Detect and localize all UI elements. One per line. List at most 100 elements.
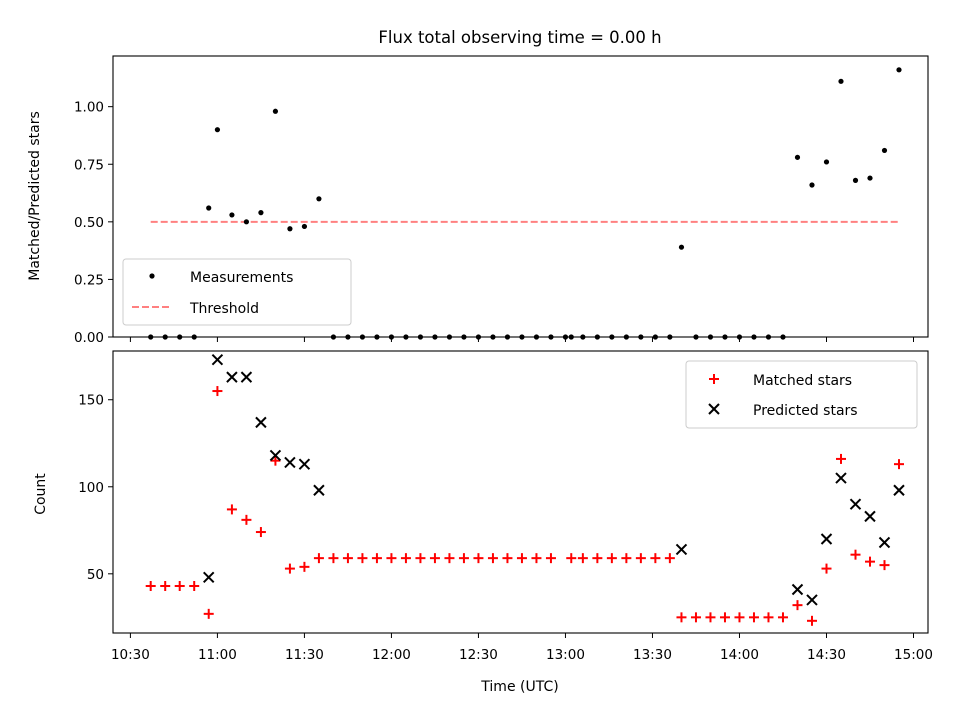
measurement-point	[809, 182, 815, 188]
matched-star-point	[850, 549, 861, 560]
predicted-star-point	[269, 449, 282, 462]
bottom-plot-frame	[112, 350, 929, 634]
measurement-point	[243, 219, 250, 225]
predicted-star-point	[893, 484, 905, 496]
predicted-star-point	[878, 536, 891, 549]
bottom-x-tick-label: 11:00	[198, 647, 237, 663]
bottom-x-tick-label: 13:30	[633, 647, 672, 663]
measurement-point	[316, 196, 322, 202]
predicted-star-point	[240, 371, 253, 383]
matched-star-point	[690, 612, 701, 623]
matched-star-point	[160, 581, 171, 591]
matched-star-point	[328, 553, 339, 564]
legend-threshold-label: Threshold	[189, 301, 259, 317]
legend-predicted-marker	[708, 403, 720, 415]
matched-star-point	[255, 527, 266, 538]
matched-star-point	[212, 386, 223, 397]
predicted-star-point	[820, 533, 833, 545]
matched-star-point	[357, 553, 368, 564]
predicted-star-point	[791, 583, 804, 596]
matched-star-point	[226, 504, 237, 515]
predicted-star-point	[226, 371, 238, 383]
matched-star-point	[763, 612, 774, 623]
measurement-point	[301, 223, 308, 230]
measurement-point	[867, 175, 873, 181]
matched-star-point	[386, 553, 397, 564]
matched-star-point	[864, 556, 875, 567]
matched-star-point	[145, 581, 156, 591]
measurement-point	[287, 226, 293, 232]
matched-star-point	[705, 612, 716, 623]
predicted-star-point	[211, 353, 224, 366]
legend-measurements-label: Measurements	[190, 270, 293, 286]
measurement-point	[838, 78, 844, 84]
legend-measurements-marker	[149, 273, 155, 279]
bottom-y-tick-label: 150	[78, 393, 104, 409]
bottom-x-tick-label: 14:00	[720, 647, 759, 663]
bottom-legend-box	[685, 360, 918, 429]
predicted-star-point	[849, 498, 862, 510]
predicted-star-point	[255, 416, 267, 429]
legend-matched-label: Matched stars	[753, 373, 852, 389]
matched-star-point	[444, 553, 455, 564]
measurement-point	[678, 244, 685, 250]
bottom-y-axis-label: Count	[33, 473, 49, 515]
matched-star-point	[566, 553, 577, 564]
bottom-x-tick-label: 12:00	[372, 647, 411, 663]
top-y-axis-label: Matched/Predicted stars	[27, 111, 43, 281]
chart-title: Flux total observing time = 0.00 h	[378, 28, 661, 47]
measurement-point	[896, 67, 902, 73]
bottom-x-tick-label: 12:30	[459, 647, 498, 663]
bottom-y-tick-label: 100	[78, 480, 104, 496]
top-panel: 0.00 0.25 0.50 0.75 1.00	[74, 55, 929, 346]
predicted-star-point	[313, 484, 325, 496]
bottom-x-tick-label: 11:30	[285, 647, 324, 663]
predicted-star-point	[675, 543, 688, 556]
matched-star-point	[241, 514, 252, 525]
matched-star-point	[458, 553, 469, 564]
predicted-star-point	[284, 456, 296, 469]
matched-star-point	[487, 553, 498, 564]
matched-star-point	[415, 553, 426, 564]
bottom-x-tick-label: 14:30	[807, 647, 846, 663]
matched-star-point	[400, 553, 411, 564]
matched-star-point	[835, 453, 846, 464]
bottom-x-tick-label: 15:00	[894, 647, 933, 663]
matched-star-point	[577, 553, 588, 564]
predicted-star-point	[806, 594, 818, 606]
matched-star-point	[174, 581, 185, 591]
legend-matched-marker	[709, 374, 719, 384]
predicted-star-point	[298, 458, 311, 470]
top-legend-box	[122, 258, 352, 326]
top-y-tick-label: 0.50	[74, 215, 104, 231]
matched-star-point	[621, 553, 632, 564]
measurement-point	[258, 210, 264, 216]
matched-star-point	[806, 615, 817, 626]
legend-predicted-label: Predicted stars	[753, 403, 858, 419]
matched-star-point	[879, 560, 890, 571]
bottom-x-axis-label: Time (UTC)	[480, 679, 558, 695]
matched-star-point	[821, 563, 832, 574]
measurement-point	[794, 154, 801, 160]
predicted-star-point	[835, 472, 847, 484]
matched-star-point	[650, 553, 661, 564]
matched-star-point	[606, 553, 617, 564]
matched-star-point	[748, 612, 759, 623]
bottom-x-tick-label: 13:00	[546, 647, 585, 663]
matched-star-point	[635, 553, 646, 564]
measurement-point	[206, 205, 212, 211]
matched-star-point	[473, 553, 484, 564]
matched-star-point	[792, 600, 803, 611]
matched-star-point	[676, 612, 687, 623]
matched-star-point	[531, 553, 542, 564]
predicted-star-point	[864, 510, 876, 523]
measurement-point	[272, 108, 279, 114]
matched-star-point	[189, 581, 200, 591]
matched-star-point	[284, 563, 295, 574]
matched-star-point	[893, 459, 904, 470]
matched-star-point	[371, 553, 382, 564]
measurement-point	[823, 159, 830, 165]
measurement-point	[881, 147, 888, 154]
matched-star-point	[299, 561, 310, 572]
